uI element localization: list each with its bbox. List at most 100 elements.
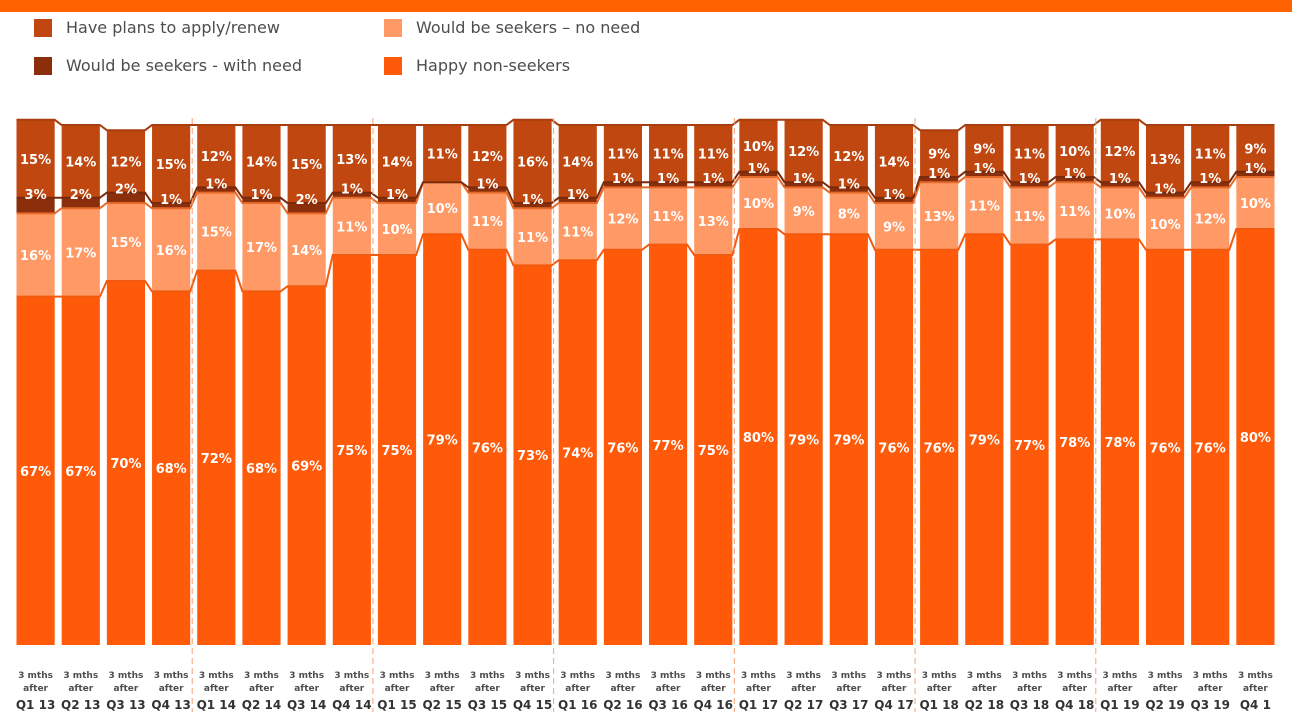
x-tick-label-prefix: 3 mths (109, 671, 144, 681)
bar-segment-plans (920, 130, 959, 177)
bar-segment-with-need (1145, 192, 1185, 198)
x-tick-label-prefix: 3 mths (18, 671, 53, 681)
x-tick-label: Q3 13 (106, 698, 145, 712)
x-tick-label: Q1 19 (1100, 698, 1139, 712)
x-tick-label: Q2 16 (603, 698, 642, 712)
x-tick-label-prefix: 3 mths (1193, 671, 1228, 681)
bar-segment-with-need (16, 197, 55, 214)
data-label-happy: 76% (924, 441, 955, 456)
x-tick-label-prefix: 3 mths (63, 671, 98, 681)
data-label-with-need: 1% (1109, 172, 1131, 187)
bar-segment-with-need (694, 182, 733, 188)
bar-segment-happy (920, 249, 959, 646)
bar-segment-no-need (1055, 182, 1094, 240)
x-tick-label-prefix: after (746, 684, 771, 694)
x-tick-label: Q4 16 (694, 698, 733, 712)
data-label-with-need: 1% (1018, 172, 1040, 187)
data-label-with-need: 1% (883, 188, 905, 203)
data-label-with-need: 1% (522, 193, 544, 208)
data-label-with-need: 1% (160, 193, 182, 208)
bar-segment-with-need (558, 197, 597, 203)
bar-segment-no-need (1145, 197, 1185, 250)
x-tick-label: Q2 17 (784, 698, 823, 712)
x-tick-label: Q2 18 (965, 698, 1004, 712)
bar-segment-no-need (152, 208, 191, 292)
bar-segment-happy (1055, 239, 1094, 645)
bar-segment-no-need (784, 187, 823, 235)
x-tick-label-prefix: after (23, 684, 48, 694)
x-tick-label: Q2 19 (1145, 698, 1184, 712)
data-label-no-need: 10% (743, 197, 774, 212)
data-label-no-need: 10% (1240, 197, 1271, 212)
bar-segment-no-need (965, 177, 1004, 235)
bar-segment-happy (694, 255, 733, 645)
bar-segment-plans (332, 125, 371, 193)
data-label-happy: 75% (381, 444, 412, 459)
legend-swatch-plans (34, 18, 52, 37)
bar-segment-no-need (874, 203, 914, 250)
data-label-with-need: 1% (250, 188, 272, 203)
bar-segment-with-need (61, 197, 100, 209)
x-tick-label: Q3 16 (648, 698, 687, 712)
data-label-plans: 9% (973, 142, 995, 157)
data-label-with-need: 3% (25, 188, 47, 203)
data-label-happy: 79% (833, 434, 864, 449)
data-label-happy: 67% (65, 465, 96, 480)
data-label-happy: 79% (969, 434, 1000, 449)
bar-segment-no-need (513, 208, 552, 266)
legend-item-plans: Have plans to apply/renew (34, 18, 280, 37)
data-label-no-need: 11% (969, 200, 1000, 215)
data-label-happy: 73% (517, 449, 548, 464)
data-label-happy: 68% (156, 462, 187, 477)
bar-segment-with-need (197, 187, 236, 193)
bar-segment-no-need (558, 203, 597, 261)
data-label-no-need: 10% (381, 223, 412, 238)
bar-segment-no-need (603, 187, 642, 250)
bar-segment-no-need (649, 187, 688, 245)
x-tick-label-prefix: after (882, 684, 907, 694)
x-tick-label-prefix: 3 mths (560, 671, 595, 681)
x-tick-label-prefix: after (1107, 684, 1132, 694)
data-label-plans: 11% (698, 148, 729, 163)
bar-segment-plans (649, 125, 688, 183)
x-tick-label-prefix: 3 mths (470, 671, 505, 681)
data-label-plans: 12% (201, 150, 232, 165)
legend-swatch-with-need (34, 56, 52, 75)
data-label-no-need: 10% (1149, 218, 1180, 233)
x-tick-label: Q3 18 (1010, 698, 1049, 712)
x-tick-label-prefix: 3 mths (831, 671, 866, 681)
data-label-happy: 79% (427, 434, 458, 449)
bar-segment-happy (106, 281, 146, 645)
data-label-no-need: 8% (838, 207, 860, 222)
data-label-plans: 12% (833, 150, 864, 165)
data-label-with-need: 2% (296, 193, 318, 208)
data-label-plans: 9% (1244, 142, 1266, 157)
x-tick-label-prefix: 3 mths (199, 671, 234, 681)
boundary-line-with-need (16, 170, 1275, 204)
bar-segment-no-need (920, 182, 959, 250)
data-label-happy: 77% (1014, 439, 1045, 454)
data-label-with-need: 1% (793, 172, 815, 187)
bar-segment-no-need (332, 197, 371, 255)
bar-segment-with-need (377, 197, 417, 203)
bar-segment-with-need (1100, 182, 1139, 188)
x-tick-label: Q3 15 (468, 698, 507, 712)
data-label-plans: 12% (788, 145, 819, 160)
x-tick-label-prefix: after (204, 684, 229, 694)
legend-item-happy: Happy non-seekers (384, 56, 570, 75)
bar-segment-plans (1010, 125, 1049, 183)
data-label-plans: 12% (1104, 145, 1135, 160)
x-tick-label-prefix: 3 mths (877, 671, 912, 681)
x-tick-label-prefix: after (1062, 684, 1087, 694)
data-label-with-need: 1% (657, 172, 679, 187)
bar-segment-no-need (423, 182, 462, 235)
x-tick-label: Q2 13 (61, 698, 100, 712)
bar-segment-with-need (874, 197, 914, 203)
bar-segment-happy (1010, 244, 1049, 645)
x-tick-label-prefix: after (430, 684, 455, 694)
x-tick-label: Q1 15 (377, 698, 416, 712)
x-tick-label-prefix: after (1243, 684, 1268, 694)
bar-segment-plans (152, 125, 191, 203)
bar-segment-happy (468, 249, 507, 646)
